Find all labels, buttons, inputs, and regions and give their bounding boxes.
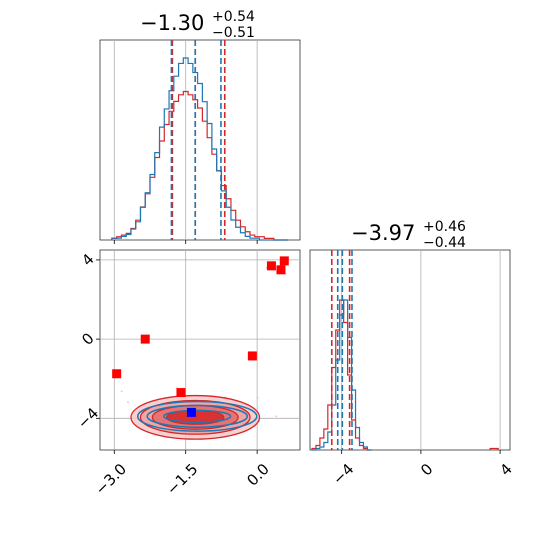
blue-square-marker — [186, 407, 196, 417]
param2-title-minus: −0.44 — [423, 235, 466, 251]
sample-dot — [127, 401, 129, 404]
param1-title-plus: +0.54 — [212, 9, 255, 25]
red-square-marker — [279, 256, 289, 266]
scatter-contour-panel — [96, 249, 301, 454]
scatter-x-tick-label: −1.5 — [163, 460, 201, 498]
histogram-param2-red-tail — [489, 447, 499, 450]
param1-title-main: −1.30 — [140, 11, 204, 35]
blue-contour-level — [136, 400, 258, 432]
red-square-marker — [247, 351, 257, 361]
histogram-param1-blue-series — [111, 57, 289, 241]
red-square-marker — [140, 334, 150, 344]
sample-dot — [275, 415, 278, 418]
red-square-marker — [266, 261, 276, 271]
scatter-y-tick-label: 0 — [78, 329, 97, 348]
red-square-marker — [112, 369, 122, 379]
scatter-x-tick-label: −3.0 — [92, 460, 130, 498]
param1-title-minus: −0.51 — [212, 25, 255, 41]
scatter-x-tick-label: 0.0 — [243, 460, 273, 490]
red-square-marker — [276, 265, 286, 275]
histogram-param2-red-series — [311, 299, 372, 451]
histogram-param2-panel — [309, 249, 511, 454]
sample-dot — [120, 390, 123, 393]
blue-contour-level — [163, 409, 232, 424]
histogram-param2-tick-label: 4 — [496, 460, 515, 479]
histogram-param1-frame — [99, 39, 301, 241]
histogram-param2-frame — [309, 249, 511, 451]
param2-title-plus: +0.46 — [423, 219, 466, 235]
histogram-param1-panel — [99, 39, 301, 244]
histogram-param2-tick-label: 0 — [417, 460, 436, 479]
histogram-param2-x-tick-labels: −4 0 4 — [329, 460, 516, 488]
histogram-param1-red-series — [111, 90, 289, 241]
scatter-y-tick-label: −4 — [74, 404, 102, 432]
histogram-param2-title: −3.97 +0.46 −0.44 — [351, 219, 466, 251]
scatter-y-tick-labels: −4 0 4 — [74, 250, 102, 432]
scatter-x-tick-labels: −3.0 −1.5 0.0 — [92, 460, 273, 498]
blue-contour-level — [146, 404, 248, 428]
red-square-marker — [176, 388, 186, 398]
scatter-y-tick-label: 4 — [78, 250, 97, 269]
sample-dot — [256, 396, 259, 399]
histogram-param2-tick-label: −4 — [329, 460, 357, 488]
histogram-param1-title: −1.30 +0.54 −0.51 — [140, 9, 255, 41]
param2-title-main: −3.97 — [351, 221, 415, 245]
